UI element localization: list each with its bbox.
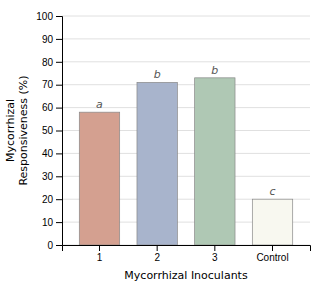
tick-mark <box>272 245 273 251</box>
tick-label: 40 <box>42 148 54 159</box>
tick-label: 20 <box>42 194 54 205</box>
tick-label: 1 <box>97 252 103 263</box>
tick-mark <box>56 153 62 154</box>
y-axis-label: MycorrhizalResponsiveness (%) <box>4 75 30 185</box>
tick-label: 10 <box>42 217 54 228</box>
tick: 1 <box>97 245 103 263</box>
bar <box>195 78 235 245</box>
tick: 60 <box>42 102 62 113</box>
axis-line <box>56 17 63 246</box>
tick: 80 <box>42 57 62 68</box>
tick-label: 0 <box>47 240 53 251</box>
tick-mark <box>56 131 62 132</box>
annotations: a b b c <box>96 64 275 198</box>
tick-mark <box>56 85 62 86</box>
tick: 70 <box>42 79 62 90</box>
bar <box>137 82 177 245</box>
annotation: c <box>269 185 275 198</box>
tick-mark <box>56 176 62 177</box>
tick-label: 2 <box>154 252 160 263</box>
tick: 40 <box>42 148 62 159</box>
tick: 0 <box>47 240 62 251</box>
annotation: b <box>154 68 161 81</box>
bar <box>79 112 119 245</box>
tick: 100 <box>36 11 62 22</box>
tick-mark <box>56 245 62 246</box>
chart-container: 0 10 20 30 40 50 60 70 80 90 100 1 2 3 Control a b b c Myco… <box>0 0 322 285</box>
tick-mark <box>56 108 62 109</box>
grid-line <box>62 38 310 39</box>
annotation: b <box>211 64 218 77</box>
tick-mark <box>157 245 158 251</box>
grid-line <box>62 84 310 85</box>
tick-label: 50 <box>42 125 54 136</box>
tick-mark <box>56 39 62 40</box>
axis-line <box>63 246 311 252</box>
x-axis-label: Mycorrhizal Inoculants <box>124 269 248 282</box>
tick: 50 <box>42 125 62 136</box>
tick-mark <box>56 16 62 17</box>
tick-mark <box>99 245 100 251</box>
x-axis: 1 2 3 Control <box>63 245 311 263</box>
tick-label: 60 <box>42 102 54 113</box>
tick-mark <box>56 222 62 223</box>
tick: Control <box>256 245 288 263</box>
bars <box>79 78 292 245</box>
tick: 30 <box>42 171 62 182</box>
tick-label: 80 <box>42 57 54 68</box>
tick-label: Control <box>256 252 288 263</box>
plot-area: 0 10 20 30 40 50 60 70 80 90 100 1 2 3 Control a b b c <box>36 11 310 263</box>
bar <box>252 199 292 245</box>
tick: 20 <box>42 194 62 205</box>
tick-mark <box>56 199 62 200</box>
grid <box>62 16 310 245</box>
tick-mark <box>214 245 215 251</box>
tick-label: 100 <box>36 11 53 22</box>
annotation: a <box>96 98 103 111</box>
tick: 2 <box>154 245 160 263</box>
chart-svg: 0 10 20 30 40 50 60 70 80 90 100 1 2 3 Control a b b c Myco… <box>0 0 322 285</box>
tick-label: 90 <box>42 34 54 45</box>
grid-line <box>62 16 310 17</box>
tick-label: 30 <box>42 171 54 182</box>
tick-label: 3 <box>212 252 218 263</box>
y-axis: 0 10 20 30 40 50 60 70 80 90 100 <box>36 11 62 251</box>
tick: 90 <box>42 34 62 45</box>
tick: 3 <box>212 245 218 263</box>
tick-label: 70 <box>42 79 54 90</box>
tick: 10 <box>42 217 62 228</box>
tick-mark <box>56 62 62 63</box>
grid-line <box>62 61 310 62</box>
